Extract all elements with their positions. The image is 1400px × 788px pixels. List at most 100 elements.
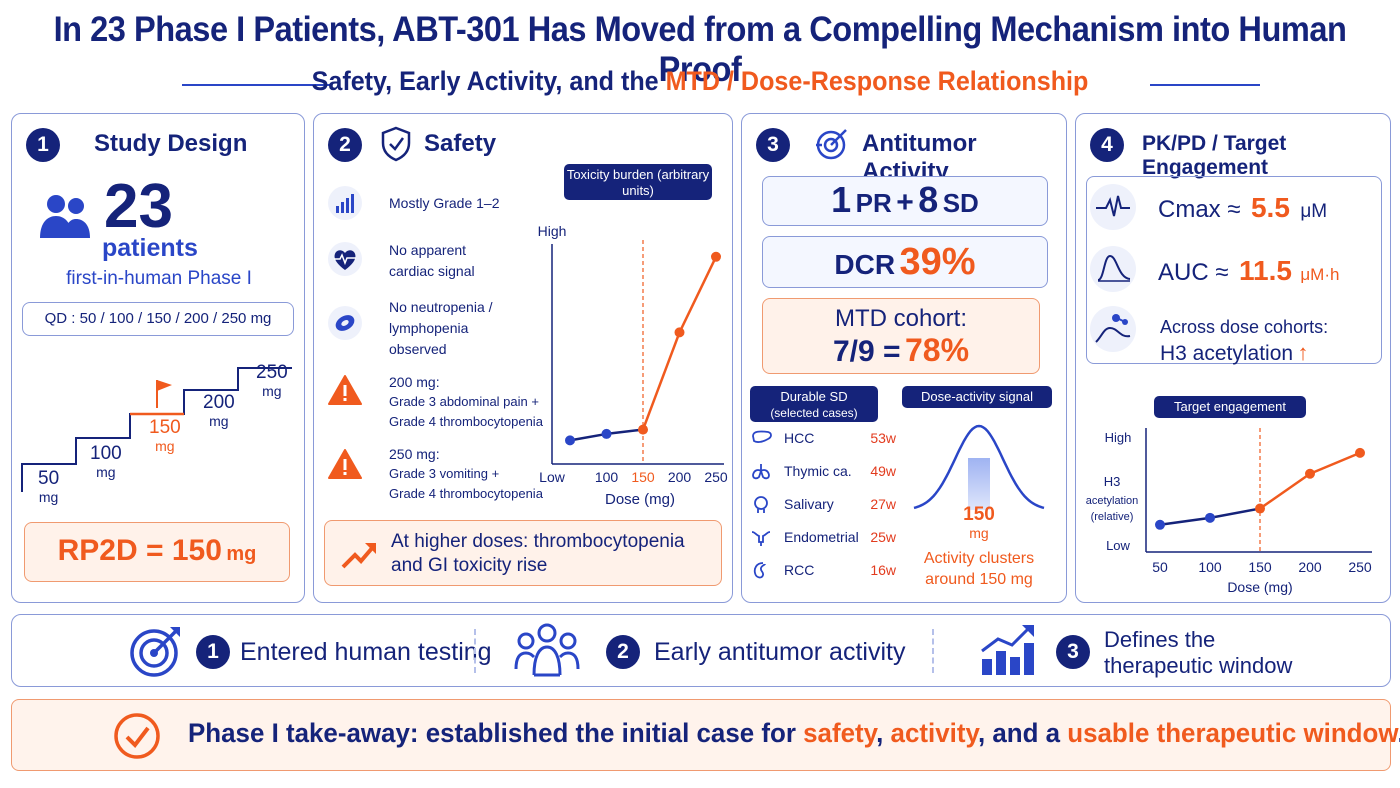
mtd-cohort-box: MTD cohort: 7/9 = 78%: [762, 298, 1040, 374]
toxicity-chart-title: Toxicity burden (arbitrary units): [564, 164, 712, 200]
study-design-panel: 1 Study Design 23 patients first-in-huma…: [11, 113, 305, 603]
durable-sd-row: RCC 16w: [748, 558, 896, 586]
signal-caption: Activity clusters around 150 mg: [923, 550, 1035, 588]
strip-number-3: 3: [1056, 635, 1090, 669]
summary-strip: 1 Entered human testing 2 Early antitumo…: [11, 614, 1391, 687]
target-engagement-chart: 50 100 150 200 250 Low High H3 acetylation (relat…: [1086, 428, 1372, 595]
toxicity-chart: Low 100 150 200 250 High Dose (mg): [538, 223, 728, 508]
te-x-tick: 50: [1152, 559, 1168, 575]
lung-icon: [752, 464, 770, 480]
durable-sd-weeks: 49w: [870, 463, 896, 479]
signal-bell-curve: [913, 424, 1045, 510]
section-number-2: 2: [328, 128, 362, 162]
dose-activity-curve: [913, 424, 1045, 510]
toxicity-line-segment: [641, 331, 681, 431]
safety-title: Safety: [424, 130, 497, 157]
pk-values-box: [1086, 176, 1382, 364]
people-icon: [514, 623, 580, 677]
te-line-segment: [1209, 507, 1261, 520]
te-x-tick: 100: [1198, 559, 1222, 575]
dose-step-250: 250 mg: [256, 362, 288, 399]
toxicity-x-tick: 100: [595, 469, 619, 485]
safety-footer-text: At higher doses: thrombocytopenia and GI …: [391, 531, 685, 576]
durable-sd-tumor: RCC: [784, 562, 815, 578]
page-subtitle: Safety, Early Activity, and the MTD / Do…: [49, 66, 1351, 97]
toxicity-point: [674, 327, 685, 338]
durable-sd-weeks: 53w: [870, 430, 896, 446]
toxicity-line-segment: [606, 428, 644, 436]
strip-number-1: 1: [196, 635, 230, 669]
section-number-1: 1: [26, 128, 60, 162]
durable-sd-weeks: 16w: [870, 562, 896, 578]
te-line-segment: [1259, 472, 1311, 510]
strip-divider: [474, 629, 476, 673]
growth-chart-icon: [981, 625, 1034, 675]
subtitle-prefix: Safety, Early Activity, and the: [311, 66, 666, 96]
te-y-tick-low: Low: [1106, 538, 1130, 553]
takeaway-safety: safety: [803, 718, 877, 748]
section-number-4: 4: [1090, 128, 1124, 162]
dose-step-150: 150 mg: [149, 417, 181, 454]
subtitle-rule-left: [182, 84, 332, 86]
safety-item-cardiac: No apparent cardiac signal: [389, 242, 475, 279]
dcr-box: DCR 39%: [762, 236, 1048, 288]
auc-row: AUC ≈ 11.5 μM·h: [1158, 255, 1340, 286]
subtitle-rule-right: [1150, 84, 1260, 86]
target-engagement-title: Target engagement: [1154, 396, 1306, 418]
dose-step-200: 200 mg: [203, 392, 235, 429]
response-summary: 1 PR + 8 SD: [762, 176, 1048, 226]
safety-item-grade: Mostly Grade 1–2: [389, 195, 500, 211]
durable-sd-tumor: HCC: [784, 430, 815, 446]
study-design-title: Study Design: [94, 130, 248, 157]
safety-panel: 2 Safety Mostly Grade 1–2 No apparent car…: [313, 113, 733, 603]
section-number-3: 3: [756, 128, 790, 162]
te-point: [1305, 468, 1315, 479]
heart-pulse-icon: [328, 242, 362, 276]
te-y-label-3: (relative): [1091, 511, 1134, 523]
shield-icon: [381, 126, 411, 162]
toxicity-x-label: Dose (mg): [605, 491, 675, 508]
pkpd-panel: 4 PK/PD / Target Engagement Cmax ≈ 5.5 μ…: [1075, 113, 1391, 603]
rp2d-unit: mg: [226, 543, 257, 565]
strip-item-1: Entered human testing: [240, 638, 492, 666]
te-x-label: Dose (mg): [1227, 579, 1292, 595]
te-line-segment: [1309, 451, 1361, 475]
blood-cell-icon: [328, 306, 362, 340]
durable-sd-title: Durable SD (selected cases): [750, 386, 878, 422]
toxicity-y-tick: High: [538, 223, 567, 239]
toxicity-point: [711, 251, 721, 262]
patient-count: 23: [104, 172, 173, 241]
toxicity-point: [638, 424, 648, 435]
durable-sd-weeks: 27w: [870, 496, 896, 512]
target-icon: [130, 627, 180, 677]
te-y-label-2: acetylation: [1086, 495, 1139, 507]
safety-item-250mg: 250 mg: Grade 3 vomiting + Grade 4 throm…: [389, 446, 543, 501]
uterus-icon: [751, 531, 771, 546]
toxicity-point: [565, 435, 575, 446]
te-x-tick: 200: [1298, 559, 1322, 575]
te-x-tick: 150: [1248, 559, 1272, 575]
h3-acetylation-note: Across dose cohorts: H3 acetylation ↑: [1160, 317, 1329, 365]
phase-label: first-in-human Phase I: [66, 268, 252, 289]
durable-sd-tumor: Endometrial: [784, 529, 859, 545]
toxicity-point: [601, 428, 612, 439]
patient-label: patients: [102, 234, 198, 262]
safety-item-200mg: 200 mg: Grade 3 abdominal pain + Grade 4…: [389, 374, 543, 429]
signal-peak-band: [968, 458, 990, 510]
strip-item-2: Early antitumor activity: [654, 638, 906, 666]
bar-chart-icon: [328, 186, 362, 220]
safety-footer-box: At higher doses: thrombocytopenia and GI …: [324, 520, 722, 586]
page-title: In 23 Phase I Patients, ABT-301 Has Move…: [53, 10, 1347, 89]
durable-sd-row: Endometrial 25w: [748, 525, 896, 553]
pk-curve-icon: [1090, 246, 1136, 292]
te-point: [1255, 503, 1265, 514]
te-y-tick-high: High: [1105, 430, 1132, 445]
takeaway-banner: Phase I take-away: established the initi…: [11, 699, 1400, 771]
te-line-segment: [1159, 516, 1211, 527]
te-point: [1355, 447, 1365, 458]
dosing-schedule: QD : 50 / 100 / 150 / 200 / 250 mg: [22, 302, 294, 336]
kidney-icon: [753, 562, 766, 579]
warning-icon: [328, 375, 362, 405]
subtitle-highlight: MTD / Dose-Response Relationship: [665, 66, 1089, 96]
toxicity-x-tick: Low: [539, 469, 566, 485]
